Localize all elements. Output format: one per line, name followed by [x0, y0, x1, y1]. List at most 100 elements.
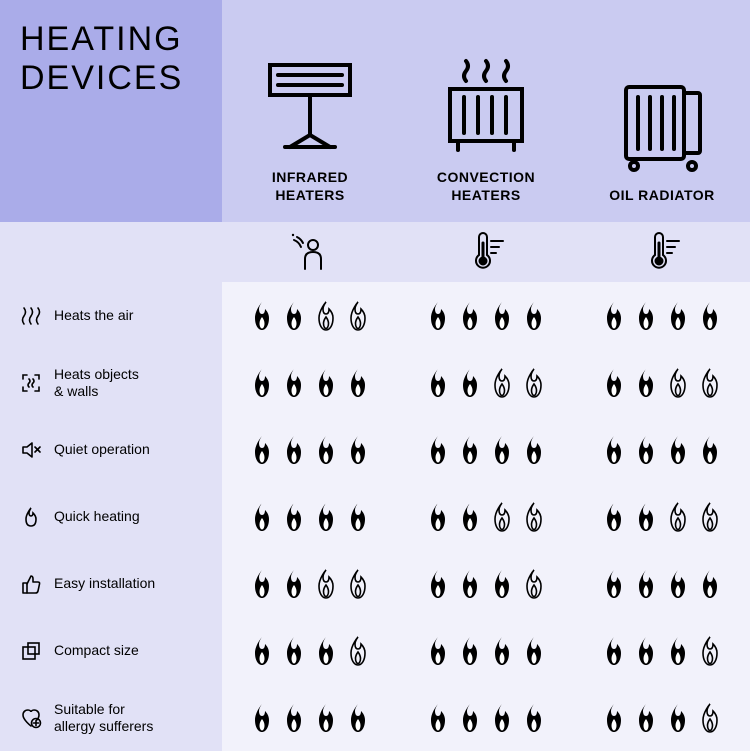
rating-cell: [222, 617, 398, 684]
flame-outline-icon: [345, 569, 371, 599]
infrared-heater-icon: [260, 55, 360, 155]
flame-filled-icon: [633, 703, 659, 733]
flame-filled-icon: [281, 502, 307, 532]
thermometer-lines-icon: [641, 231, 683, 273]
flame-outline-icon: [345, 636, 371, 666]
flame-outline-icon: [697, 636, 723, 666]
flame-filled-icon: [521, 636, 547, 666]
flame-outline-icon: [313, 301, 339, 331]
flame-filled-icon: [313, 636, 339, 666]
rating-cell: [574, 349, 750, 416]
flame-filled-icon: [457, 502, 483, 532]
flame-filled-icon: [457, 301, 483, 331]
criterion-row: Suitable for allergy sufferers: [0, 684, 222, 751]
flame-filled-icon: [697, 435, 723, 465]
flame-filled-icon: [665, 703, 691, 733]
flame-filled-icon: [665, 301, 691, 331]
flame-filled-icon: [457, 569, 483, 599]
criterion-label: Quiet operation: [54, 441, 150, 457]
flame-filled-icon: [313, 703, 339, 733]
flame-filled-icon: [457, 703, 483, 733]
flame-filled-icon: [489, 569, 515, 599]
rating-cell: [398, 416, 574, 483]
flame-filled-icon: [665, 636, 691, 666]
flame-filled-icon: [425, 301, 451, 331]
flame-filled-icon: [521, 703, 547, 733]
flame-filled-icon: [633, 435, 659, 465]
flame-filled-icon: [313, 435, 339, 465]
criterion-row: Quick heating: [0, 483, 222, 550]
device-header-infrared: INFRARED HEATERS: [222, 0, 398, 222]
sub-icon-convection: [398, 222, 574, 282]
heart-plus-icon: [20, 707, 42, 729]
criterion-row: Quiet operation: [0, 416, 222, 483]
flame-filled-icon: [601, 703, 627, 733]
criterion-row: Heats objects & walls: [0, 349, 222, 416]
flame-filled-icon: [281, 368, 307, 398]
frame-waves-icon: [20, 372, 42, 394]
flame-filled-icon: [489, 301, 515, 331]
rating-cell: [222, 349, 398, 416]
flame-filled-icon: [249, 703, 275, 733]
flame-filled-icon: [601, 301, 627, 331]
flame-filled-icon: [601, 569, 627, 599]
rating-cell: [574, 684, 750, 751]
criterion-label: Heats objects & walls: [54, 366, 139, 398]
flame-filled-icon: [665, 435, 691, 465]
rating-cell: [398, 684, 574, 751]
flame-filled-icon: [281, 703, 307, 733]
flame-icon: [20, 506, 42, 528]
flame-filled-icon: [345, 368, 371, 398]
flame-filled-icon: [633, 368, 659, 398]
flame-outline-icon: [313, 569, 339, 599]
device-label: CONVECTION HEATERS: [437, 169, 535, 204]
rating-cell: [574, 416, 750, 483]
flame-filled-icon: [249, 636, 275, 666]
flame-filled-icon: [425, 502, 451, 532]
title-cell: HEATING DEVICES: [0, 0, 222, 222]
rating-cell: [398, 349, 574, 416]
flame-filled-icon: [249, 502, 275, 532]
criterion-row: Compact size: [0, 617, 222, 684]
criterion-label: Heats the air: [54, 307, 133, 323]
rating-cell: [222, 416, 398, 483]
flame-filled-icon: [601, 636, 627, 666]
flame-filled-icon: [345, 502, 371, 532]
flame-outline-icon: [489, 368, 515, 398]
rating-cell: [398, 282, 574, 349]
flame-filled-icon: [281, 435, 307, 465]
flame-filled-icon: [521, 435, 547, 465]
sub-icon-infrared: [222, 222, 398, 282]
flame-filled-icon: [697, 569, 723, 599]
criterion-row: Heats the air: [0, 282, 222, 349]
flame-filled-icon: [425, 368, 451, 398]
flame-outline-icon: [521, 502, 547, 532]
flame-filled-icon: [345, 703, 371, 733]
rating-cell: [222, 483, 398, 550]
flame-filled-icon: [633, 502, 659, 532]
criterion-row: Easy installation: [0, 550, 222, 617]
criterion-label: Easy installation: [54, 575, 155, 591]
flame-filled-icon: [425, 435, 451, 465]
criterion-label: Compact size: [54, 642, 139, 658]
flame-filled-icon: [601, 502, 627, 532]
flame-outline-icon: [521, 569, 547, 599]
flame-filled-icon: [281, 636, 307, 666]
flame-filled-icon: [281, 569, 307, 599]
flame-filled-icon: [249, 301, 275, 331]
device-header-convection: CONVECTION HEATERS: [398, 0, 574, 222]
rating-cell: [222, 282, 398, 349]
criterion-label: Suitable for allergy sufferers: [54, 701, 153, 733]
flame-outline-icon: [697, 502, 723, 532]
flame-filled-icon: [665, 569, 691, 599]
flame-filled-icon: [425, 703, 451, 733]
flame-filled-icon: [457, 636, 483, 666]
flame-outline-icon: [665, 368, 691, 398]
flame-filled-icon: [313, 502, 339, 532]
device-label: INFRARED HEATERS: [272, 169, 348, 204]
flame-filled-icon: [489, 703, 515, 733]
flame-filled-icon: [249, 368, 275, 398]
flame-filled-icon: [345, 435, 371, 465]
flame-filled-icon: [313, 368, 339, 398]
flame-filled-icon: [425, 636, 451, 666]
